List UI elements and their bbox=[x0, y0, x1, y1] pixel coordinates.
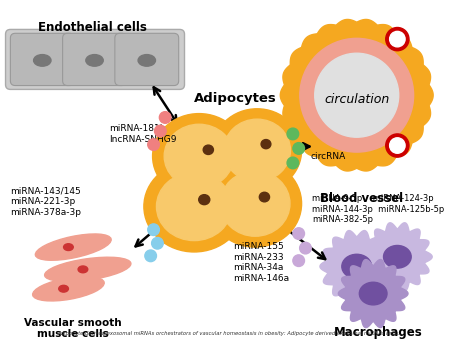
Ellipse shape bbox=[203, 145, 213, 154]
Ellipse shape bbox=[153, 113, 246, 199]
Polygon shape bbox=[280, 19, 433, 171]
Circle shape bbox=[145, 250, 156, 262]
Circle shape bbox=[148, 224, 159, 236]
Circle shape bbox=[159, 112, 171, 123]
Ellipse shape bbox=[156, 172, 232, 240]
Circle shape bbox=[152, 237, 163, 249]
Text: miRNA-143/145
miRNA-221-3p
miRNA-378a-3p: miRNA-143/145 miRNA-221-3p miRNA-378a-3p bbox=[10, 187, 82, 217]
Circle shape bbox=[390, 138, 405, 153]
Ellipse shape bbox=[36, 234, 111, 260]
Circle shape bbox=[315, 53, 399, 137]
Ellipse shape bbox=[34, 54, 51, 66]
Ellipse shape bbox=[359, 282, 387, 305]
Text: circRNA: circRNA bbox=[310, 152, 346, 161]
Ellipse shape bbox=[259, 192, 270, 202]
Text: Endothelial cells: Endothelial cells bbox=[38, 21, 147, 34]
Text: Adipocyte derived exosomal miRNAs orchestrators of vascular homeostasis in obesi: Adipocyte derived exosomal miRNAs orches… bbox=[57, 331, 403, 336]
Polygon shape bbox=[320, 230, 393, 302]
Circle shape bbox=[386, 134, 409, 157]
Text: miRNA-181b
lncRNA-SNHG9: miRNA-181b lncRNA-SNHG9 bbox=[109, 124, 176, 144]
Ellipse shape bbox=[199, 195, 210, 205]
Text: Macrophages: Macrophages bbox=[334, 327, 422, 339]
Text: miRNA-9-5p    miRNA-124-3p
miRNA-144-3p  miRNA-125b-5p
miRNA-382-5p: miRNA-9-5p miRNA-124-3p miRNA-144-3p miR… bbox=[312, 194, 445, 224]
Ellipse shape bbox=[212, 109, 301, 192]
Text: circulation: circulation bbox=[324, 93, 389, 105]
Circle shape bbox=[155, 125, 166, 137]
Circle shape bbox=[293, 255, 304, 266]
Ellipse shape bbox=[138, 54, 155, 66]
FancyBboxPatch shape bbox=[63, 33, 127, 86]
Text: Blood vessel: Blood vessel bbox=[320, 192, 403, 205]
Ellipse shape bbox=[144, 161, 245, 252]
Ellipse shape bbox=[224, 119, 291, 181]
Ellipse shape bbox=[78, 266, 88, 273]
Circle shape bbox=[287, 128, 299, 140]
Ellipse shape bbox=[342, 254, 372, 279]
Circle shape bbox=[386, 27, 409, 51]
FancyBboxPatch shape bbox=[6, 29, 184, 90]
Circle shape bbox=[300, 38, 414, 152]
Text: Vascular smooth
muscle cells: Vascular smooth muscle cells bbox=[25, 318, 122, 339]
Ellipse shape bbox=[33, 277, 104, 301]
Ellipse shape bbox=[86, 54, 103, 66]
Polygon shape bbox=[363, 223, 432, 291]
Circle shape bbox=[300, 242, 311, 254]
Polygon shape bbox=[338, 260, 408, 328]
Ellipse shape bbox=[261, 139, 271, 149]
Ellipse shape bbox=[64, 244, 73, 251]
Circle shape bbox=[148, 139, 159, 150]
FancyBboxPatch shape bbox=[115, 33, 179, 86]
Circle shape bbox=[390, 31, 405, 47]
Circle shape bbox=[287, 157, 299, 169]
Ellipse shape bbox=[220, 171, 290, 236]
Circle shape bbox=[293, 228, 304, 239]
Circle shape bbox=[293, 143, 304, 154]
Ellipse shape bbox=[209, 160, 301, 247]
Ellipse shape bbox=[164, 124, 234, 188]
Text: miRNA-155
miRNA-233
miRNA-34a
miRNA-146a: miRNA-155 miRNA-233 miRNA-34a miRNA-146a bbox=[233, 243, 289, 283]
FancyBboxPatch shape bbox=[10, 33, 74, 86]
Ellipse shape bbox=[383, 245, 411, 268]
Ellipse shape bbox=[45, 257, 131, 281]
Text: Adipocytes: Adipocytes bbox=[193, 92, 276, 105]
Ellipse shape bbox=[59, 285, 68, 292]
